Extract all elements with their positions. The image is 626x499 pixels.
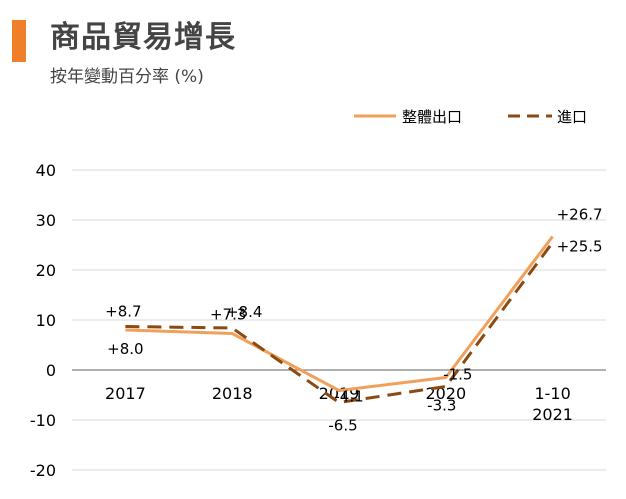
imports-series-line: [125, 241, 554, 404]
x-tick-line: 1-10: [534, 384, 570, 403]
data-labels: +8.0 +7.3 -4.1 -1.5 +26.7 +8.7 +8.4 -6.5 -3.3 +25…: [105, 206, 602, 435]
x-tick-label: 2018: [212, 384, 253, 403]
exports-data-label: -1.5: [443, 366, 472, 384]
y-tick-label: 20: [36, 261, 56, 280]
exports-data-label: -4.1: [334, 388, 363, 406]
imports-data-label: +8.4: [226, 303, 262, 321]
title-accent-bar: [12, 20, 26, 62]
y-tick-label: 10: [36, 311, 56, 330]
x-tick-line: 2021: [532, 405, 573, 424]
y-tick-label: 0: [46, 361, 56, 380]
imports-data-label: -6.5: [328, 417, 357, 435]
y-tick-label: 40: [36, 161, 56, 180]
x-tick-line: 2018: [212, 384, 253, 403]
y-tick-label: -10: [30, 411, 56, 430]
legend: 整體出口 進口: [354, 108, 587, 126]
x-tick-line: 2017: [105, 384, 146, 403]
imports-data-label: +25.5: [557, 238, 603, 256]
gridlines: [72, 169, 606, 471]
exports-data-label: +7.3: [210, 306, 246, 324]
legend-exports-label: 整體出口: [402, 108, 462, 126]
chart-subtitle: 按年變動百分率 (%): [50, 67, 204, 87]
legend-imports-label: 進口: [557, 108, 587, 126]
imports-data-label: -3.3: [427, 397, 456, 415]
exports-data-label: +26.7: [557, 206, 603, 224]
chart-title: 商品貿易增長: [50, 20, 236, 55]
exports-series-line: [125, 235, 554, 392]
imports-data-label: +8.7: [105, 303, 141, 321]
exports-data-label: +8.0: [107, 340, 143, 358]
y-axis-ticks: 40 30 20 10 0 -10 -20: [30, 161, 56, 480]
y-tick-label: -20: [30, 461, 56, 480]
x-tick-label: 2017: [105, 384, 146, 403]
x-tick-label: 1-10 2021: [532, 384, 573, 424]
y-tick-label: 30: [36, 211, 56, 230]
series-lines: [125, 235, 554, 404]
